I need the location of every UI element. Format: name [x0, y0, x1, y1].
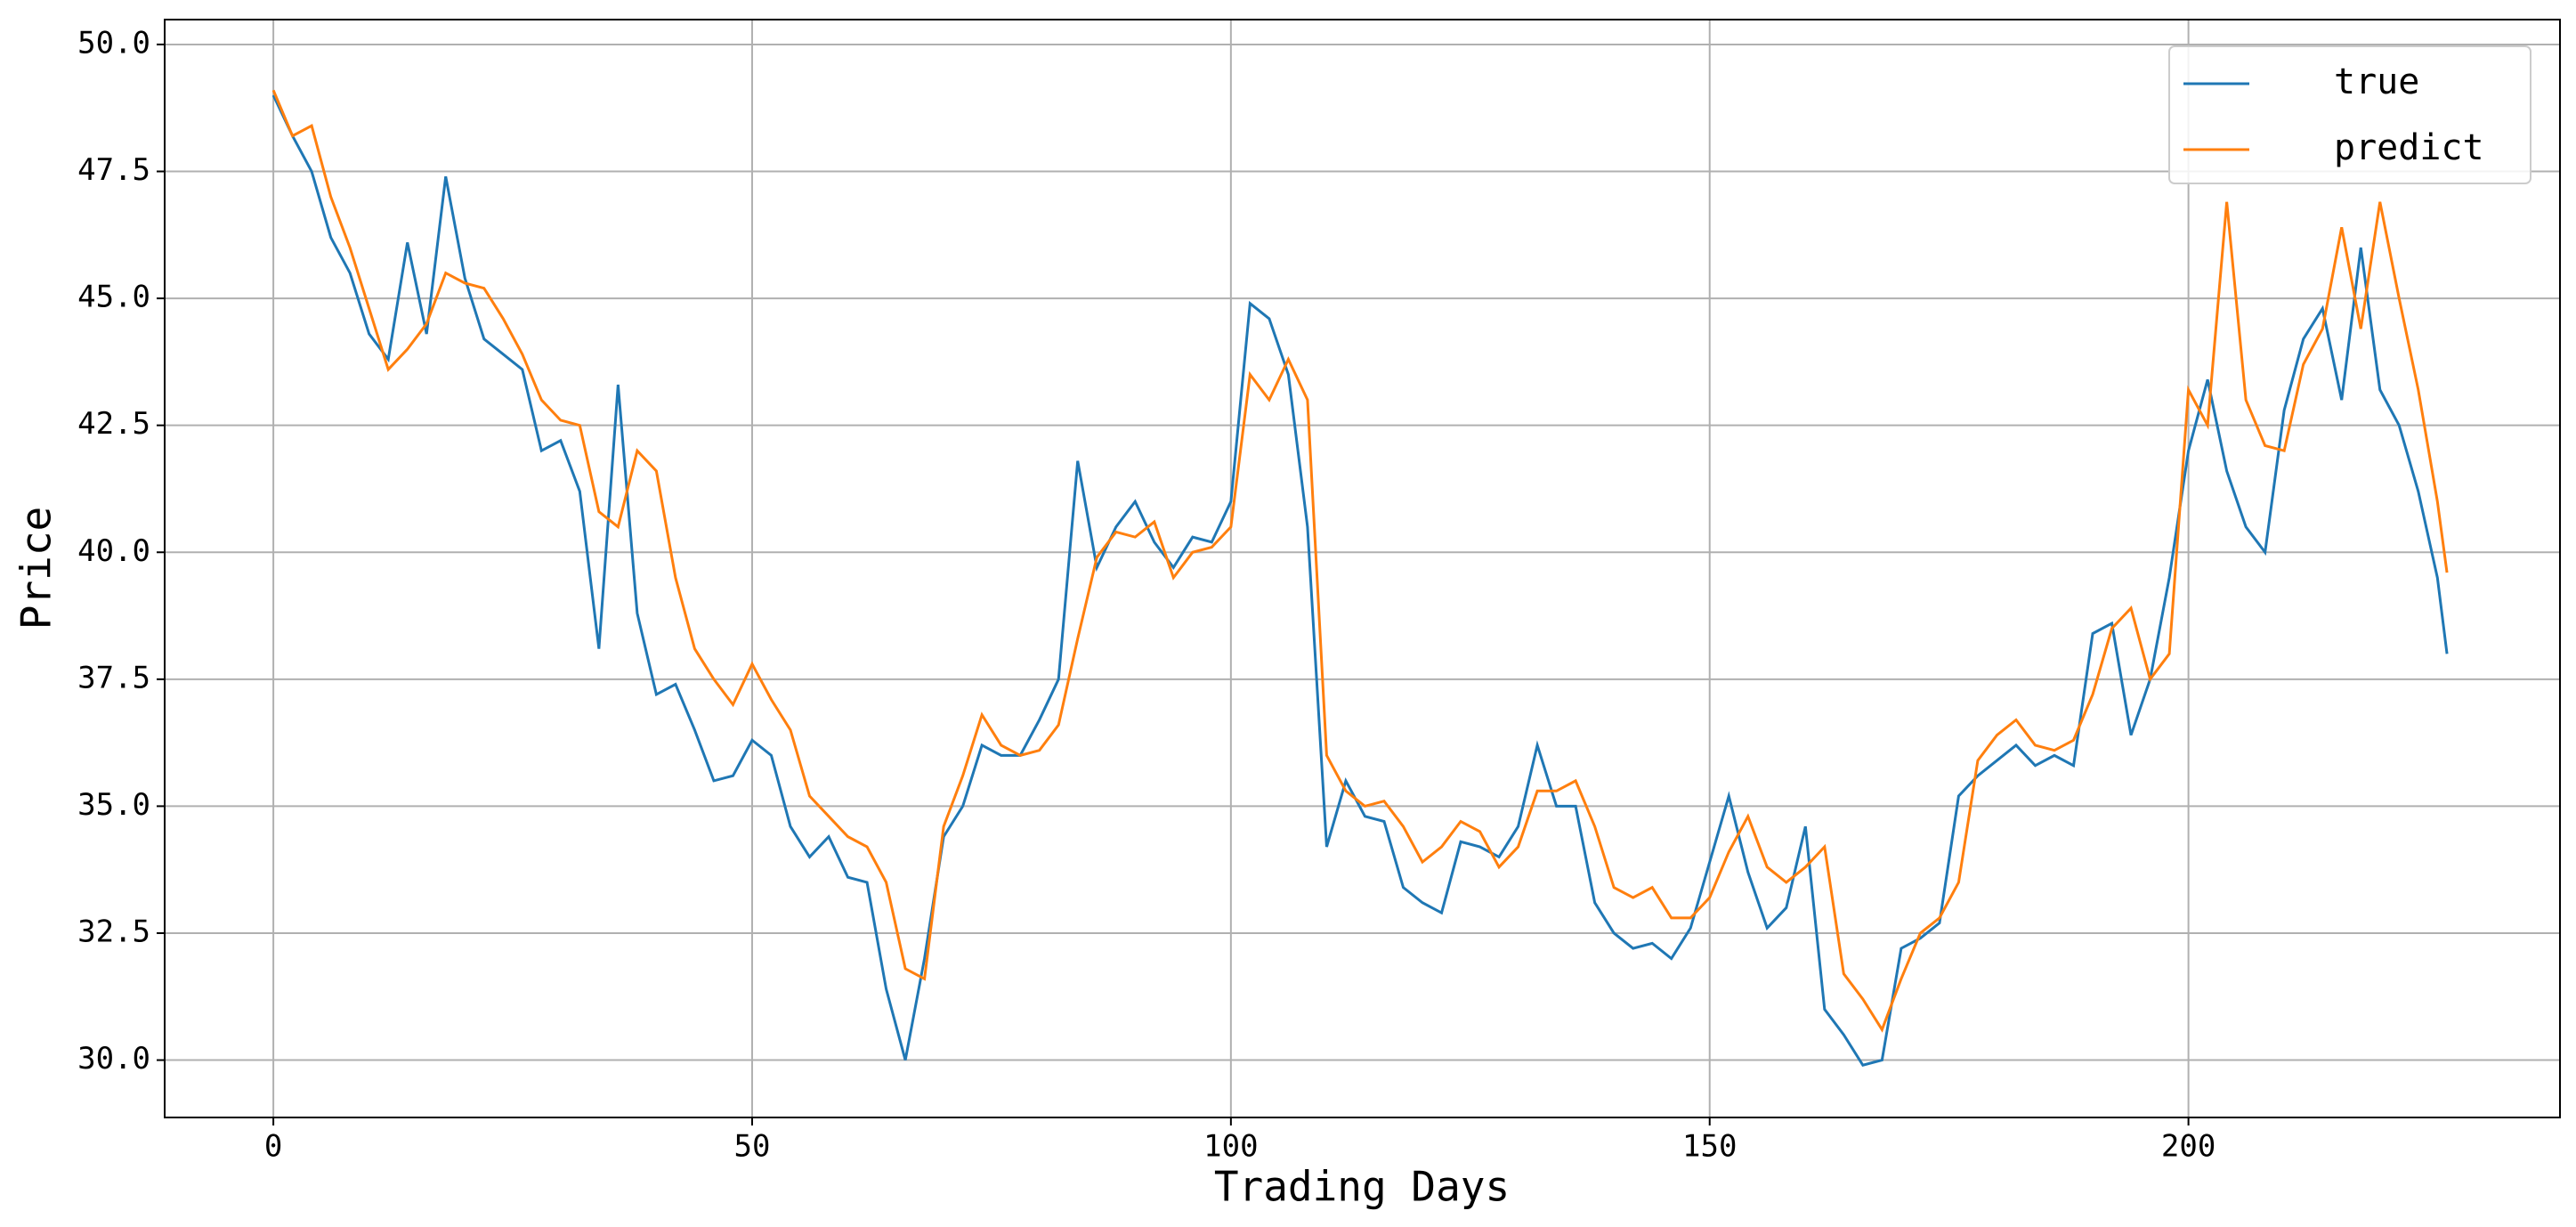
y-tick-label: 47.5 — [77, 152, 150, 188]
x-tick-label: 150 — [1682, 1129, 1737, 1165]
x-tick-label: 50 — [733, 1129, 770, 1165]
y-tick-label: 32.5 — [77, 914, 150, 949]
legend-box — [2168, 45, 2531, 184]
x-tick-label: 200 — [2161, 1129, 2216, 1165]
y-tick-label: 35.0 — [77, 787, 150, 823]
y-axis-label: Price — [12, 507, 61, 630]
data-line — [271, 89, 2449, 1033]
y-tick-label: 37.5 — [77, 660, 150, 695]
y-tick-label: 40.0 — [77, 533, 150, 569]
y-tick-label: 42.5 — [77, 406, 150, 442]
x-tick-label: 0 — [264, 1129, 282, 1165]
legend-label: true — [2334, 61, 2419, 102]
y-tick-label: 30.0 — [77, 1041, 150, 1077]
x-axis-label: Trading Days — [1214, 1163, 1510, 1211]
y-tick-label: 50.0 — [77, 25, 150, 61]
data-line — [271, 94, 2449, 1067]
y-tick-label: 45.0 — [77, 280, 150, 315]
legend-label: predict — [2334, 127, 2484, 168]
plot-frame — [164, 19, 2561, 1118]
x-tick-label: 100 — [1203, 1129, 1258, 1165]
